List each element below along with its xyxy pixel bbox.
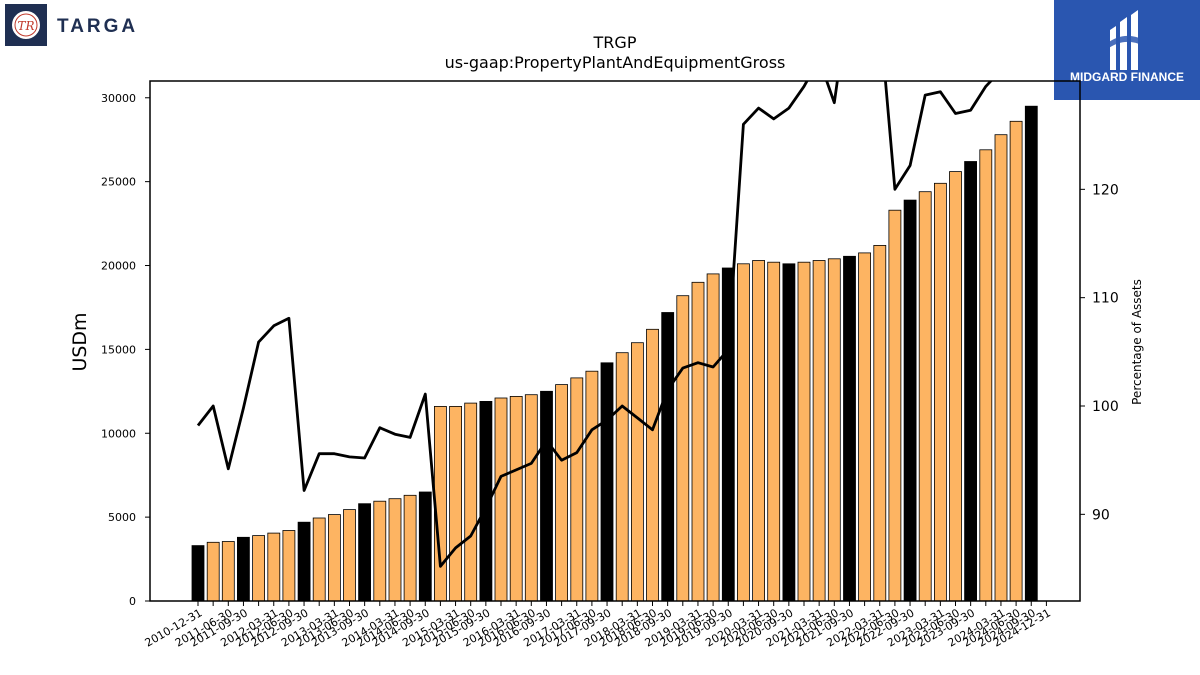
bar bbox=[1024, 105, 1038, 602]
bar bbox=[797, 261, 811, 602]
y-tick-label: 10000 bbox=[101, 427, 136, 440]
bar bbox=[509, 395, 523, 602]
bar bbox=[752, 260, 765, 602]
bar bbox=[206, 541, 220, 602]
targa-logo-mark: TR bbox=[17, 19, 34, 33]
bar bbox=[312, 517, 326, 602]
bar bbox=[267, 532, 281, 602]
midgard-logo-bar-left bbox=[1110, 26, 1116, 70]
chart-title: TRGP bbox=[593, 33, 637, 52]
line-series-group bbox=[196, 81, 1047, 568]
bar bbox=[706, 273, 720, 602]
bar bbox=[676, 295, 690, 602]
y-tick-label: 5000 bbox=[108, 511, 136, 524]
bar bbox=[767, 261, 781, 602]
bar bbox=[191, 545, 205, 602]
targa-logo-ring bbox=[14, 13, 38, 37]
bar bbox=[964, 161, 977, 602]
bar bbox=[812, 260, 826, 602]
bar bbox=[555, 384, 568, 602]
bar bbox=[600, 362, 614, 602]
bar bbox=[888, 209, 902, 602]
y-tick-label: 15000 bbox=[101, 343, 136, 356]
midgard-finance-logo: MIDGARD FINANCE bbox=[1054, 0, 1200, 100]
bar bbox=[524, 394, 538, 602]
bar bbox=[721, 267, 735, 602]
midgard-logo-text: MIDGARD FINANCE bbox=[1070, 70, 1184, 84]
y-tick-label: 30000 bbox=[101, 92, 136, 105]
bar bbox=[1009, 120, 1023, 602]
bar bbox=[782, 263, 796, 602]
targa-logo: TR TARGA bbox=[5, 4, 138, 46]
plot-frame bbox=[149, 80, 1081, 602]
bar bbox=[934, 182, 947, 602]
midgard-logo-bar-center bbox=[1120, 17, 1127, 70]
bar bbox=[737, 263, 750, 602]
bar bbox=[221, 541, 235, 602]
bar bbox=[540, 390, 553, 602]
bar bbox=[827, 258, 841, 602]
bar bbox=[949, 171, 962, 602]
bar bbox=[994, 134, 1008, 602]
bar-series bbox=[191, 105, 1038, 602]
bar bbox=[918, 191, 932, 602]
bar bbox=[373, 500, 387, 602]
y2-axis-label: Percentage of Assets bbox=[1130, 279, 1144, 405]
bar bbox=[843, 255, 856, 602]
x-axis-ticks: 2010-12-312011-06-302011-09-302012-03-31… bbox=[143, 601, 1053, 650]
bar bbox=[646, 328, 659, 602]
bar bbox=[494, 397, 508, 602]
chart-subtitle: us-gaap:PropertyPlantAndEquipmentGross bbox=[445, 53, 786, 72]
bar bbox=[297, 521, 311, 602]
bar bbox=[418, 491, 432, 602]
y-tick-label: 0 bbox=[129, 595, 136, 608]
bar bbox=[873, 244, 887, 602]
y-axis-label: USDm bbox=[69, 312, 91, 371]
bar bbox=[979, 149, 993, 602]
y-tick-label: 20000 bbox=[101, 260, 136, 273]
y-axis-ticks: 0 5000 10000 15000 20000 25000 30000 bbox=[101, 92, 150, 608]
bar bbox=[403, 494, 417, 602]
bar bbox=[449, 405, 463, 602]
bar bbox=[858, 252, 871, 602]
bar bbox=[358, 503, 372, 602]
y2-axis-ticks: 90 100 110 120 bbox=[1080, 182, 1119, 523]
bar bbox=[343, 509, 356, 602]
bar bbox=[585, 370, 599, 602]
y2-tick-label: 120 bbox=[1092, 182, 1119, 198]
bar bbox=[570, 377, 584, 602]
midgard-logo-swoosh bbox=[1106, 35, 1144, 50]
bar bbox=[236, 536, 250, 602]
y-tick-label: 25000 bbox=[101, 176, 136, 189]
bar bbox=[903, 199, 917, 602]
bar bbox=[661, 312, 675, 602]
bar bbox=[282, 530, 296, 602]
bar bbox=[615, 352, 629, 602]
y2-tick-label: 100 bbox=[1092, 399, 1119, 415]
bar bbox=[691, 281, 705, 602]
bar bbox=[252, 535, 266, 602]
bar bbox=[388, 498, 402, 602]
targa-logo-text: TARGA bbox=[57, 16, 138, 37]
bar bbox=[631, 342, 644, 602]
bar bbox=[327, 514, 341, 602]
percentage-of-assets-line bbox=[196, 81, 1047, 568]
y2-tick-label: 110 bbox=[1092, 291, 1119, 307]
bar bbox=[464, 402, 478, 602]
y2-tick-label: 90 bbox=[1092, 507, 1110, 523]
